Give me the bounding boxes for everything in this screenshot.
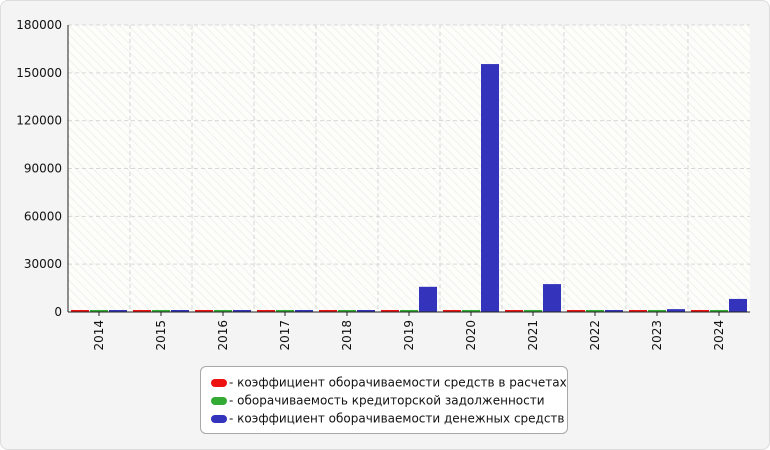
bar-2014-series-1 [71,310,89,312]
grid-lines [68,24,750,312]
bar-2019-series-3 [419,286,437,312]
bar-2020-series-2 [462,310,480,312]
bar-2024-series-2 [710,310,728,312]
bar-2017-series-2 [276,310,294,312]
legend-swatch-blue [211,414,227,423]
bar-2018-series-3 [357,310,375,312]
bar-2015-series-3 [171,310,189,312]
bar-2020-series-1 [443,310,461,312]
x-tick-label: 2017 [278,320,292,351]
x-tick-label: 2018 [340,320,354,351]
bar-2018-series-2 [338,310,356,312]
bar-2017-series-1 [257,310,275,312]
legend-item-payables: - оборачиваемость кредиторской задолженн… [211,393,545,409]
bar-2016-series-3 [233,310,251,312]
bar-2015-series-2 [152,310,170,312]
legend-item-cash: - коэффициент оборачиваемости денежных с… [211,411,565,427]
legend: - коэффициент оборачиваемости средств в … [200,366,568,434]
y-tick-label: 60000 [24,209,62,223]
y-tick-label: 120000 [16,114,62,128]
legend-swatch-red [211,378,227,387]
y-axis-ticks: 0 30000 60000 90000 120000 150000 180000 [16,18,62,319]
x-tick-label: 2016 [216,320,230,351]
bar-2017-series-3 [295,310,313,312]
legend-item-settlements: - коэффициент оборачиваемости средств в … [211,375,567,391]
bar-2019-series-2 [400,310,418,312]
bar-2023-series-2 [648,310,666,312]
bar-2022-series-2 [586,310,604,312]
x-tick-label: 2020 [464,320,478,351]
bar-2023-series-3 [667,309,685,312]
y-tick-label: 180000 [16,18,62,32]
bar-2022-series-1 [567,310,585,312]
x-tick-label: 2022 [588,320,602,351]
x-tick-label: 2023 [650,320,664,351]
bar-2022-series-3 [605,310,623,312]
x-tick-label: 2019 [402,320,416,351]
bar-2023-series-1 [629,310,647,312]
bar-2021-series-3 [543,284,561,312]
bar-2024-series-1 [691,310,709,312]
bar-2024-series-3 [729,298,747,312]
bar-2020-series-3 [481,64,499,312]
legend-swatch-green [211,396,227,405]
bars [71,64,747,312]
legend-label: - коэффициент оборачиваемости средств в … [229,375,567,390]
y-tick-label: 0 [54,305,62,319]
y-tick-label: 30000 [24,257,62,271]
bar-2021-series-1 [505,310,523,312]
y-tick-label: 90000 [24,162,62,176]
y-tick-label: 150000 [16,66,62,80]
legend-label: - коэффициент оборачиваемости денежных с… [229,411,565,426]
bar-2014-series-2 [90,310,108,312]
bar-2021-series-2 [524,310,542,312]
bar-2014-series-3 [109,310,127,312]
bar-2015-series-1 [133,310,151,312]
bar-2016-series-2 [214,310,232,312]
legend-label: - оборачиваемость кредиторской задолженн… [229,393,545,408]
x-tick-label: 2021 [526,320,540,351]
x-tick-label: 2024 [712,320,726,351]
bar-2016-series-1 [195,310,213,312]
x-tick-label: 2014 [92,320,106,351]
bar-2019-series-1 [381,310,399,312]
x-tick-label: 2015 [154,320,168,351]
x-axis-ticks: 2014 2015 2016 2017 2018 2019 2020 2021 2022 2023… [92,312,726,351]
plot-area [68,25,750,312]
bar-2018-series-1 [319,310,337,312]
